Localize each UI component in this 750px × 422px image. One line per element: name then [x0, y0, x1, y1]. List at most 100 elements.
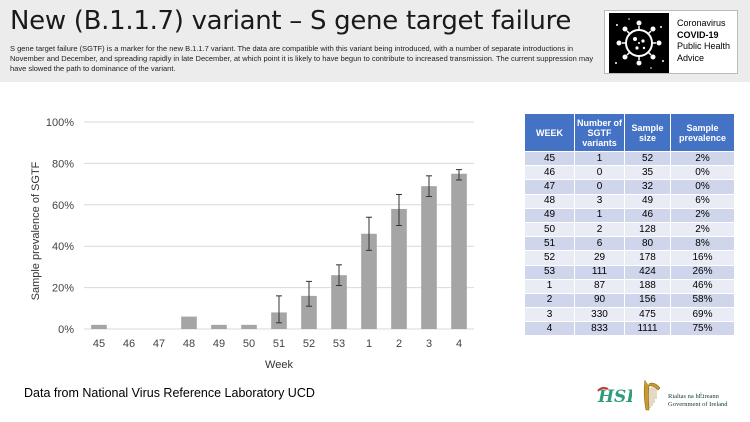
table-cell: 833 — [574, 321, 625, 337]
table-row: 53 111 424 26% — [524, 264, 735, 280]
y-tick-label: 60% — [52, 200, 74, 212]
table-row: 49 1 46 2% — [524, 207, 735, 223]
table-cell: 2 — [524, 292, 575, 309]
x-tick-label: 50 — [243, 338, 255, 350]
gov-line-irish: Rialtas na hÉireann — [668, 393, 719, 400]
table-cell: 111 — [574, 264, 625, 280]
table-cell: 1111 — [624, 321, 671, 337]
table-cell: 424 — [624, 264, 671, 280]
y-tick-label: 80% — [52, 158, 74, 170]
y-tick-label: 20% — [52, 283, 74, 295]
table-cell: 52 — [524, 250, 575, 266]
table-cell: 50 — [524, 221, 575, 238]
table-cell: 2 — [574, 221, 625, 238]
svg-text:HSE: HSE — [597, 387, 632, 407]
gov-line-english: Government of Ireland — [668, 400, 728, 408]
y-tick-label: 40% — [52, 241, 74, 253]
table-row: 1 87 188 46% — [524, 278, 735, 294]
bar-week-2 — [391, 208, 407, 329]
table-cell: 1 — [574, 207, 625, 223]
table-cell: 48 — [524, 193, 575, 209]
intro-text: S gene target failure (SGTF) is a marker… — [10, 44, 594, 73]
bars — [91, 173, 467, 329]
x-tick-label: 49 — [213, 338, 225, 350]
table-cell: 0 — [574, 179, 625, 195]
table-cell: 58% — [670, 292, 735, 309]
logo-line-4: Advice — [677, 52, 705, 63]
x-tick-label: 4 — [456, 338, 462, 350]
table-cell: 32 — [624, 179, 671, 195]
x-tick-label: 48 — [183, 338, 195, 350]
x-tick-label: 53 — [333, 338, 345, 350]
table-cell: 46% — [670, 278, 735, 294]
table-cell: 0% — [670, 165, 735, 181]
x-tick-labels: 45 46 47 48 49 50 51 52 53 1 2 3 4 — [93, 338, 462, 350]
logo-line-2: COVID-19 — [677, 29, 719, 40]
coronavirus-icon — [609, 13, 669, 73]
table-cell: 0% — [670, 179, 735, 195]
hse-logo: HSE — [597, 386, 632, 407]
table-cell: 52 — [624, 150, 671, 167]
sgtf-bar-chart: 0% 20% 40% 60% 80% 100% 45 46 47 48 49 50 51 52 53 1 2 3… — [30, 117, 474, 371]
harp-icon — [643, 379, 661, 411]
covid-logo: Coronavirus COVID-19 Public Health Advic… — [604, 10, 738, 74]
table-row: 3 330 475 69% — [524, 307, 735, 323]
table-cell: 49 — [524, 207, 575, 223]
y-tick-label: 100% — [46, 117, 74, 129]
table-cell: 53 — [524, 264, 575, 280]
table-row: 2 90 156 58% — [524, 292, 735, 309]
bar-week-52 — [301, 295, 317, 329]
table-cell: 2% — [670, 207, 735, 223]
bar-week-3 — [421, 186, 437, 329]
table-cell: 330 — [574, 307, 625, 323]
bar-week-50 — [241, 324, 257, 329]
table-row: 50 2 128 2% — [524, 221, 735, 238]
table-cell: 3 — [574, 193, 625, 209]
table-cell: 47 — [524, 179, 575, 195]
table-row: 45 1 52 2% — [524, 150, 735, 167]
table-cell: 128 — [624, 221, 671, 238]
table-cell: 6 — [574, 236, 625, 252]
table-cell: 1 — [574, 150, 625, 167]
table-cell: 35 — [624, 165, 671, 181]
y-axis-label: Sample prevalence of SGTF — [30, 161, 42, 300]
table-header-row: WEEK Number of SGTF variants Sample size… — [524, 113, 735, 152]
table-cell: 49 — [624, 193, 671, 209]
table-cell: 90 — [574, 292, 625, 309]
bar-week-53 — [331, 275, 347, 329]
bar-week-1 — [361, 233, 377, 329]
bar-week-45 — [91, 324, 107, 329]
data-source-note: Data from National Virus Reference Labor… — [24, 386, 315, 400]
y-tick-label: 0% — [58, 324, 74, 336]
header-sample-size: Sample size — [624, 113, 671, 152]
table-cell: 1 — [524, 278, 575, 294]
table-cell: 0 — [574, 165, 625, 181]
table-cell: 29 — [574, 250, 625, 266]
table-cell: 87 — [574, 278, 625, 294]
table-cell: 475 — [624, 307, 671, 323]
x-tick-label: 2 — [396, 338, 402, 350]
table-cell: 16% — [670, 250, 735, 266]
x-tick-label: 1 — [366, 338, 372, 350]
logo-line-3: Public Health — [677, 41, 731, 51]
table-cell: 2% — [670, 150, 735, 167]
table-row: 48 3 49 6% — [524, 193, 735, 209]
x-tick-label: 51 — [273, 338, 285, 350]
table-cell: 80 — [624, 236, 671, 252]
table-cell: 2% — [670, 221, 735, 238]
header-prevalence: Sample prevalence — [670, 113, 735, 152]
bar-week-49 — [211, 324, 227, 329]
table-cell: 188 — [624, 278, 671, 294]
table-cell: 6% — [670, 193, 735, 209]
table-cell: 46 — [524, 165, 575, 181]
bar-week-48 — [181, 316, 197, 329]
header-sgtf-count: Number of SGTF variants — [574, 113, 625, 152]
table-row: 47 0 32 0% — [524, 179, 735, 195]
table-cell: 26% — [670, 264, 735, 280]
error-bars — [276, 169, 462, 324]
government-of-ireland-text: Rialtas na hÉireann Government of Irelan… — [668, 393, 728, 408]
table-body: 45 1 52 2% 46 0 35 0% 47 0 32 0% 48 3 49 6% 49 1 46 2% 50 2 12… — [524, 150, 735, 337]
table-cell: 156 — [624, 292, 671, 309]
bar-week-4 — [451, 173, 467, 329]
logo-text: Coronavirus COVID-19 Public Health Advic… — [677, 18, 730, 64]
